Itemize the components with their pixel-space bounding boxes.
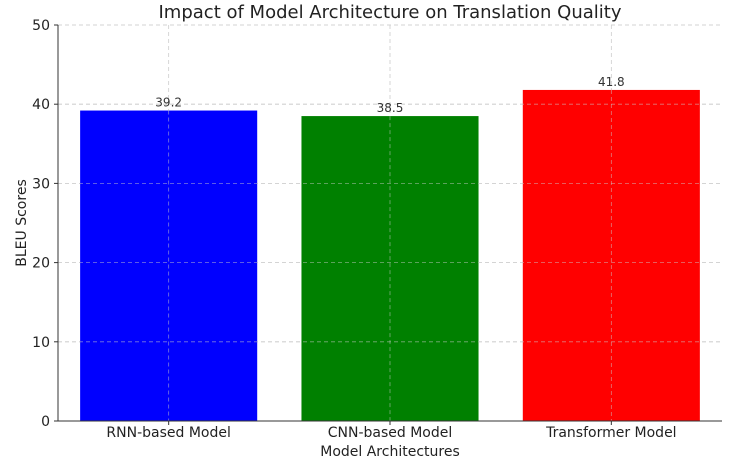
y-tick-label: 0 (41, 414, 50, 430)
y-axis-label: BLEU Scores (14, 179, 30, 266)
x-tick-label: CNN-based Model (328, 425, 453, 441)
bars (58, 24, 722, 421)
bar-value-label: 39.2 (155, 96, 182, 110)
y-tick-label: 40 (32, 97, 50, 113)
bar-value-label: 41.8 (598, 75, 625, 89)
x-tick-label: RNN-based Model (106, 425, 230, 441)
y-tick-label: 30 (32, 176, 50, 192)
labels: 0 10 20 30 40 50 39.2 RNN-based Model 38.5 CNN-ba… (32, 18, 676, 441)
bar-value-label: 38.5 (377, 101, 404, 115)
x-tick-label: Transformer Model (545, 425, 677, 441)
y-tick-label: 10 (32, 335, 50, 351)
y-tick-label: 20 (32, 256, 50, 272)
chart-title: Impact of Model Architecture on Translat… (159, 2, 622, 23)
axes (54, 24, 722, 425)
x-axis-label: Model Architectures (320, 444, 460, 460)
y-tick-label: 50 (32, 18, 50, 34)
